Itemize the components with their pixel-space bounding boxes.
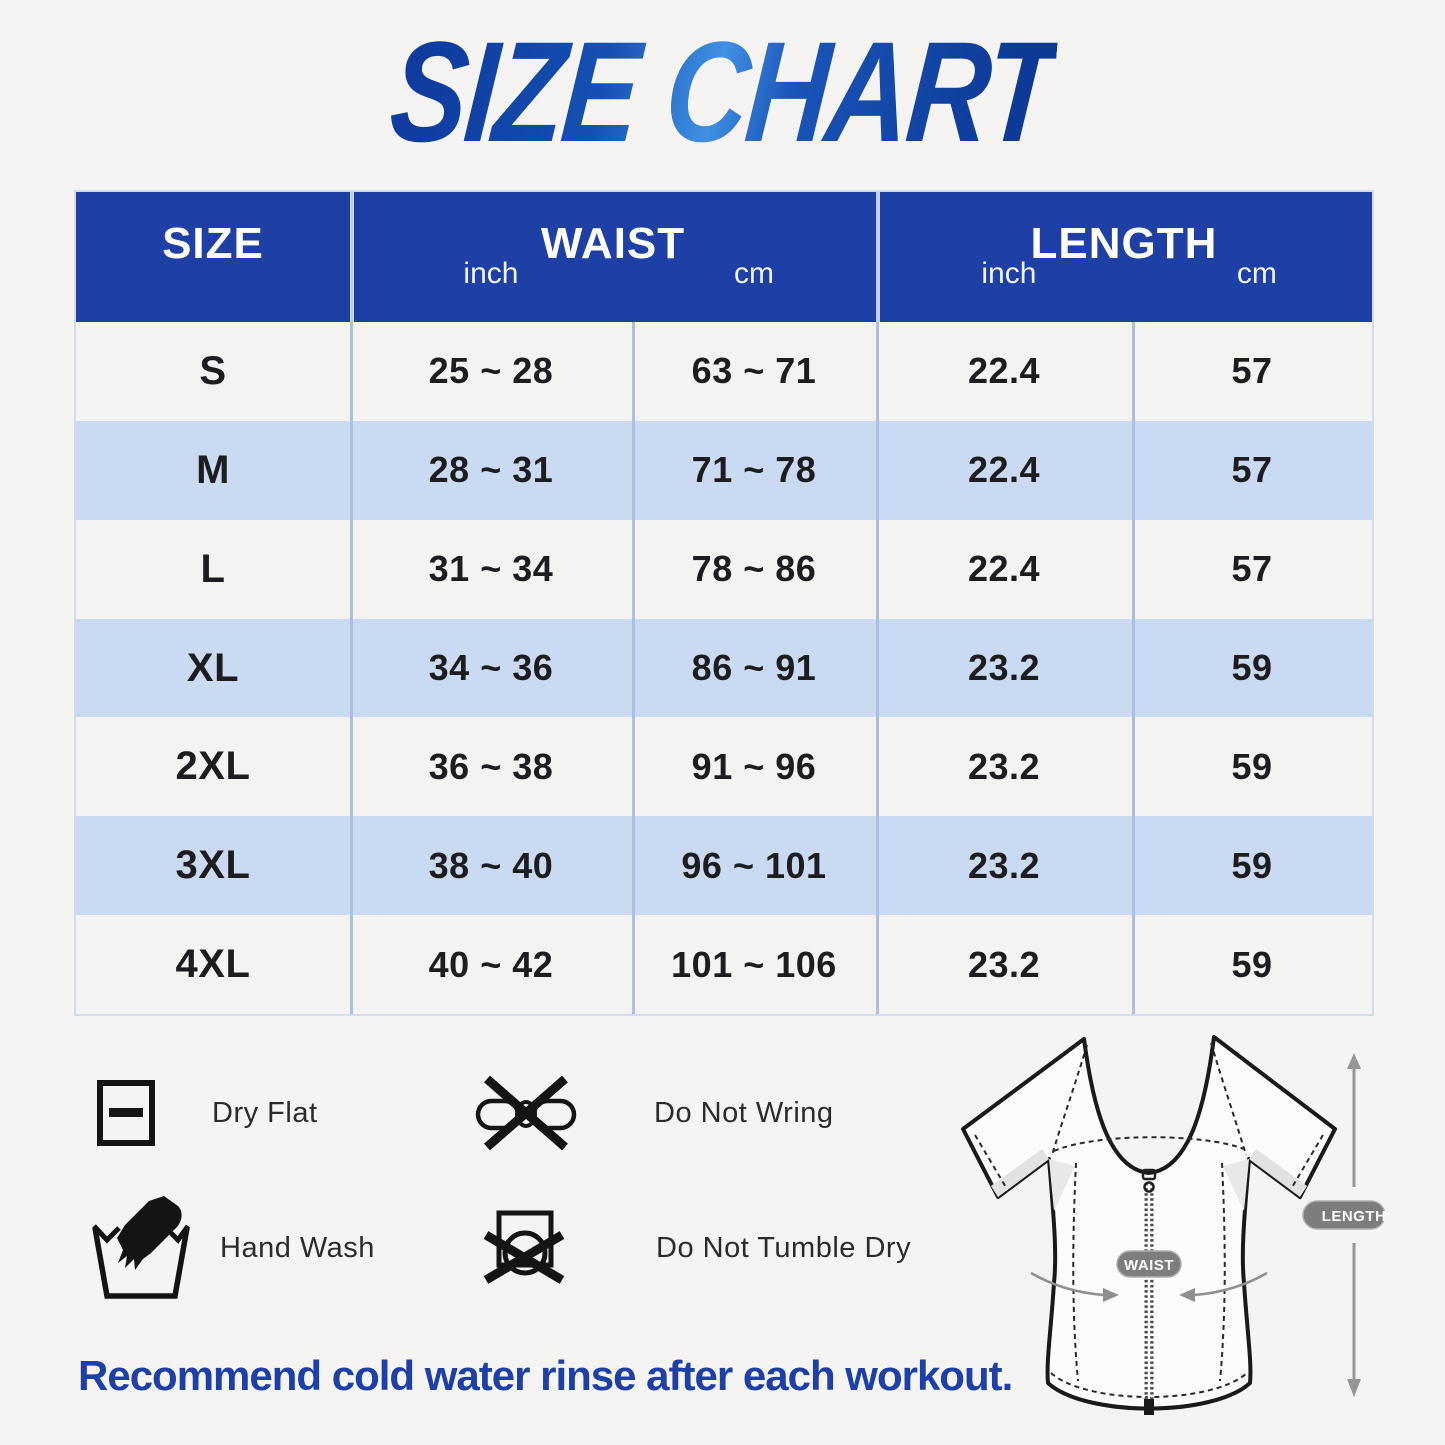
cell-length-cm: 57 xyxy=(1231,350,1273,392)
footer-note: Recommend cold water rinse after each wo… xyxy=(78,1352,1013,1399)
care-item-do-not-tumble-dry: Do Not Tumble Dry xyxy=(478,1200,911,1296)
cell-waist-cm: 86 ~ 91 xyxy=(691,647,817,688)
cell-waist-cm: 91 ~ 96 xyxy=(691,745,817,787)
length-unit-inch: inch xyxy=(981,257,1037,290)
waist-badge: WAIST xyxy=(1116,1250,1182,1278)
column-divider xyxy=(631,322,635,1014)
cell-waist-inch: 36 ~ 38 xyxy=(428,745,554,787)
header-cell-length: LENGTH inch cm xyxy=(876,192,1372,322)
care-label: Do Not Tumble Dry xyxy=(656,1231,912,1264)
table-row: L 31 ~ 34 78 ~ 86 22.4 57 xyxy=(76,519,1372,619)
cell-size: 3XL xyxy=(175,843,251,888)
care-label: Hand Wash xyxy=(220,1231,375,1264)
header-length-label: LENGTH xyxy=(1030,219,1218,268)
cell-waist-cm: 78 ~ 86 xyxy=(691,548,817,590)
size-table: SIZE WAIST inch cm LENGTH inch cm S 25 ~… xyxy=(74,190,1374,1016)
cell-waist-inch: 25 ~ 28 xyxy=(428,350,554,392)
cell-size: 2XL xyxy=(175,744,251,789)
care-item-hand-wash: Hand Wash xyxy=(88,1192,375,1304)
cell-length-cm: 57 xyxy=(1231,449,1273,491)
waist-unit-inch: inch xyxy=(463,257,519,290)
cell-waist-inch: 34 ~ 36 xyxy=(428,647,554,688)
cell-size: L xyxy=(200,546,226,591)
table-row: 3XL 38 ~ 40 96 ~ 101 23.2 59 xyxy=(76,816,1372,916)
care-label: Do Not Wring xyxy=(654,1096,834,1129)
do-not-wring-icon xyxy=(475,1075,577,1151)
side-panel-left xyxy=(1049,1159,1075,1211)
care-item-do-not-wring: Do Not Wring xyxy=(470,1072,834,1154)
cell-length-cm: 59 xyxy=(1231,647,1273,688)
table-header: SIZE WAIST inch cm LENGTH inch cm xyxy=(76,192,1372,322)
cell-waist-cm: 96 ~ 101 xyxy=(681,844,827,886)
length-badge: LENGTH xyxy=(1302,1200,1385,1230)
cell-size: S xyxy=(199,348,227,393)
table-row: M 28 ~ 31 71 ~ 78 22.4 57 xyxy=(76,420,1372,520)
table-body: S 25 ~ 28 63 ~ 71 22.4 57 M 28 ~ 31 71 ~… xyxy=(76,322,1372,1015)
cell-waist-inch: 38 ~ 40 xyxy=(428,844,554,886)
care-label: Dry Flat xyxy=(212,1096,318,1129)
side-panel-right xyxy=(1223,1159,1249,1211)
cell-size: XL xyxy=(186,645,240,690)
header-divider xyxy=(876,192,881,322)
cell-waist-cm: 101 ~ 106 xyxy=(671,943,837,985)
cell-waist-inch: 40 ~ 42 xyxy=(428,943,554,985)
length-unit-cm: cm xyxy=(1236,257,1277,290)
garment-diagram: WAIST LENGTH xyxy=(961,1035,1385,1415)
dry-flat-icon xyxy=(97,1080,155,1146)
cell-length-inch: 22.4 xyxy=(967,548,1041,590)
hand-wash-icon xyxy=(92,1196,191,1299)
waist-badge-label: WAIST xyxy=(1124,1257,1174,1274)
cell-size: 4XL xyxy=(175,942,251,987)
header-cell-waist: WAIST inch cm xyxy=(350,192,876,322)
page-title: SIZE CHART xyxy=(384,11,1061,172)
column-divider xyxy=(349,322,353,1014)
cell-length-cm: 59 xyxy=(1231,943,1273,985)
cell-length-inch: 22.4 xyxy=(967,350,1041,392)
table-row: 2XL 36 ~ 38 91 ~ 96 23.2 59 xyxy=(76,717,1372,817)
column-divider xyxy=(1131,322,1135,1014)
header-cell-size: SIZE xyxy=(76,192,350,322)
page-title-wrap: SIZE CHART xyxy=(0,11,1445,172)
cell-length-inch: 23.2 xyxy=(967,745,1041,787)
care-item-dry-flat: Dry Flat xyxy=(95,1078,318,1148)
table-row: 4XL 40 ~ 42 101 ~ 106 23.2 59 xyxy=(76,915,1372,1015)
cell-length-inch: 23.2 xyxy=(967,844,1041,886)
cell-length-inch: 23.2 xyxy=(967,943,1041,985)
header-waist-label: WAIST xyxy=(540,219,686,268)
length-badge-label: LENGTH xyxy=(1322,1208,1385,1225)
table-row: XL 34 ~ 36 86 ~ 91 23.2 59 xyxy=(76,618,1372,718)
waist-arrows xyxy=(1030,1271,1268,1302)
cell-size: M xyxy=(196,447,230,492)
waist-unit-cm: cm xyxy=(733,257,774,290)
cell-length-inch: 22.4 xyxy=(967,449,1041,491)
cell-waist-inch: 28 ~ 31 xyxy=(428,449,554,491)
cell-length-inch: 23.2 xyxy=(967,647,1041,688)
length-arrow xyxy=(1347,1053,1361,1397)
cell-length-cm: 59 xyxy=(1231,844,1273,886)
zipper xyxy=(1141,1168,1157,1415)
do-not-tumble-dry-icon xyxy=(483,1210,565,1284)
header-size-label: SIZE xyxy=(162,219,264,268)
cell-waist-cm: 71 ~ 78 xyxy=(691,449,817,491)
cell-waist-cm: 63 ~ 71 xyxy=(691,350,817,392)
header-divider xyxy=(349,192,354,322)
table-row: S 25 ~ 28 63 ~ 71 22.4 57 xyxy=(76,322,1372,421)
cell-length-cm: 59 xyxy=(1231,745,1273,787)
cell-length-cm: 57 xyxy=(1231,548,1273,590)
column-divider xyxy=(876,322,880,1014)
cell-waist-inch: 31 ~ 34 xyxy=(428,548,554,590)
